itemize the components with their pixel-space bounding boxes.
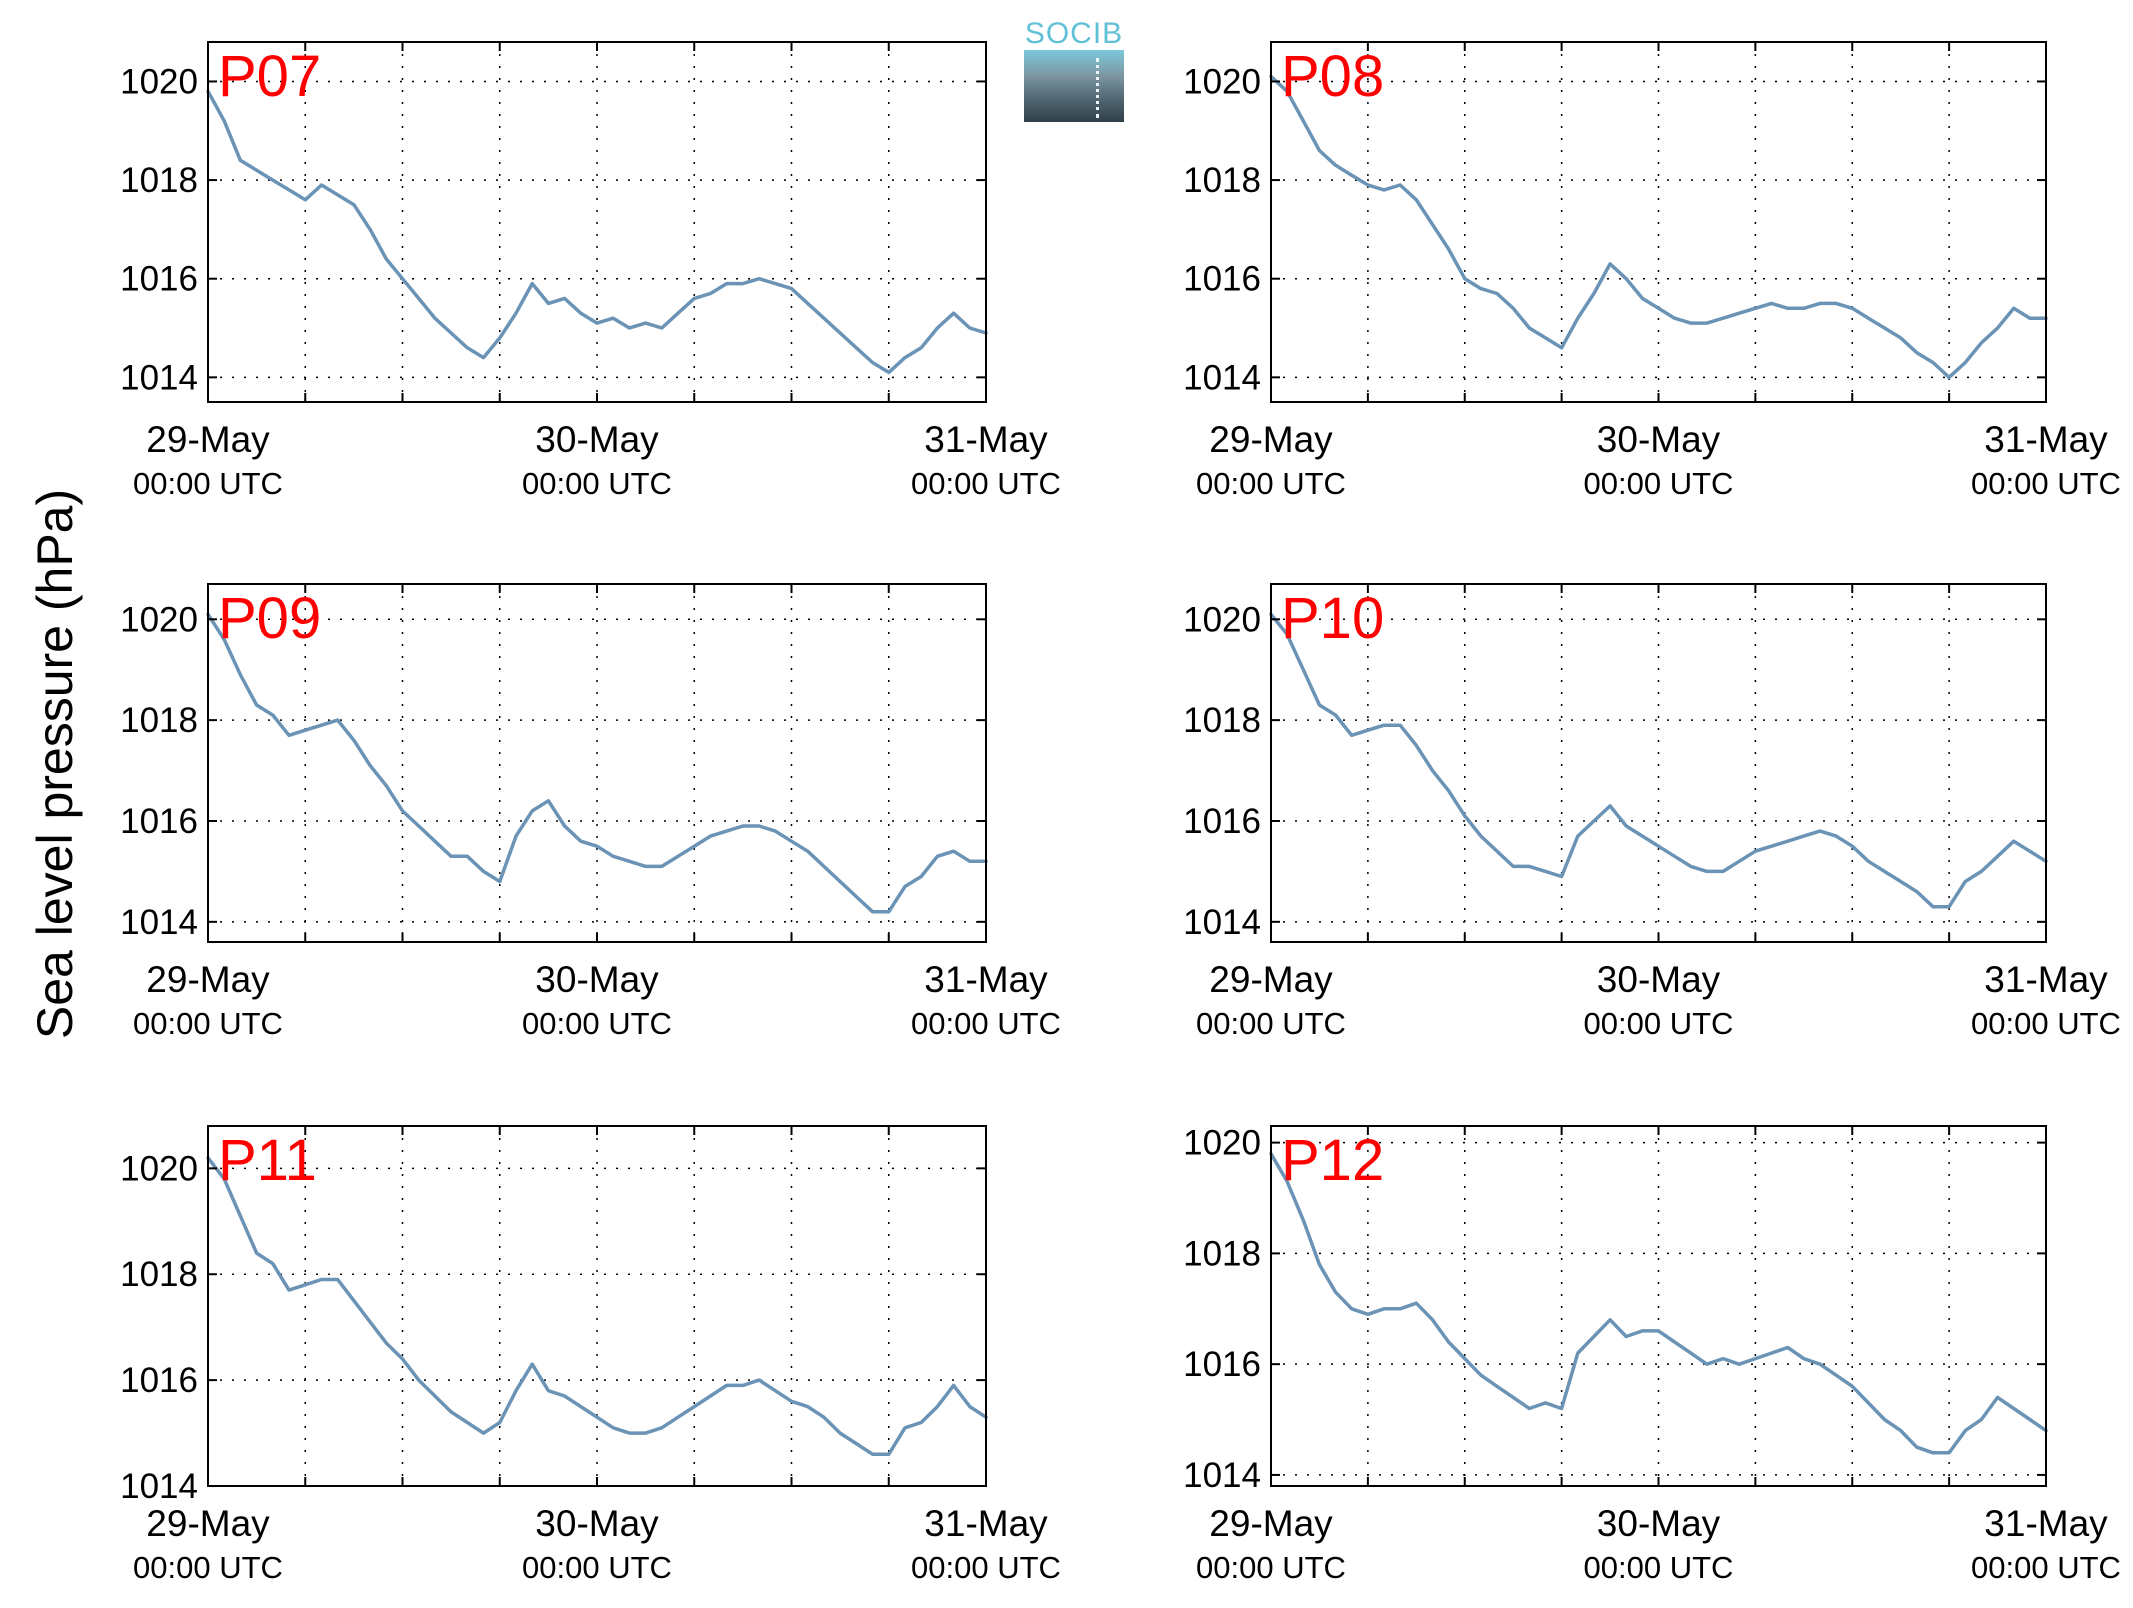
x-tick-label-date: 31-May bbox=[1984, 419, 2108, 460]
x-tick-label-time: 00:00 UTC bbox=[522, 466, 672, 501]
panel-p09: 1014 1016 1018 1020 29-May 00:00 UTC 30-May 00:… bbox=[120, 583, 1061, 1041]
y-tick-label: 1020 bbox=[1183, 1124, 1261, 1163]
x-tick-label-time: 00:00 UTC bbox=[1584, 466, 1734, 501]
x-tick-label-time: 00:00 UTC bbox=[1971, 1550, 2121, 1585]
y-tick-label: 1020 bbox=[120, 62, 198, 101]
y-tick-label: 1016 bbox=[1183, 802, 1261, 841]
panel-label: P08 bbox=[1281, 44, 1384, 109]
y-tick-label: 1016 bbox=[120, 802, 198, 841]
x-tick-label-date: 30-May bbox=[1597, 959, 1721, 1000]
y-tick-label: 1014 bbox=[120, 358, 198, 397]
x-tick-label-date: 29-May bbox=[1209, 959, 1333, 1000]
y-tick-label: 1016 bbox=[120, 260, 198, 299]
x-tick-label-time: 00:00 UTC bbox=[133, 1006, 283, 1041]
y-tick-label: 1014 bbox=[1183, 358, 1261, 397]
panel-p11: 1014 1016 1018 1020 29-May 00:00 UTC 30-May 00:… bbox=[120, 1125, 1061, 1585]
panel-label: P10 bbox=[1281, 586, 1384, 651]
x-tick-label-time: 00:00 UTC bbox=[911, 1550, 1061, 1585]
y-tick-label: 1018 bbox=[120, 701, 198, 740]
x-tick-label-date: 29-May bbox=[146, 419, 270, 460]
x-tick-label-date: 29-May bbox=[1209, 419, 1333, 460]
y-tick-label: 1018 bbox=[120, 1255, 198, 1294]
panel-label: P11 bbox=[218, 1128, 317, 1193]
logo-block bbox=[1024, 50, 1124, 122]
y-tick-label: 1018 bbox=[1183, 1234, 1261, 1273]
x-tick-label-date: 31-May bbox=[924, 959, 1048, 1000]
y-tick-label: 1014 bbox=[120, 903, 198, 942]
series-line bbox=[1269, 612, 2048, 909]
y-tick-label: 1016 bbox=[1183, 260, 1261, 299]
y-tick-label: 1018 bbox=[120, 161, 198, 200]
y-tick-label: 1014 bbox=[120, 1467, 198, 1506]
x-tick-label-date: 29-May bbox=[146, 959, 270, 1000]
x-tick-label-time: 00:00 UTC bbox=[522, 1550, 672, 1585]
x-tick-label-date: 29-May bbox=[1209, 1503, 1333, 1544]
x-tick-label-date: 30-May bbox=[1597, 419, 1721, 460]
y-tick-label: 1014 bbox=[1183, 903, 1261, 942]
y-tick-label: 1020 bbox=[120, 1149, 198, 1188]
axes-frame bbox=[207, 583, 987, 943]
y-tick-label: 1020 bbox=[1183, 62, 1261, 101]
axes-frame bbox=[1270, 583, 2047, 943]
x-tick-label-date: 31-May bbox=[1984, 1503, 2108, 1544]
x-tick-label-time: 00:00 UTC bbox=[133, 1550, 283, 1585]
panel-p07: 1014 1016 1018 1020 29-May 00:00 UTC 30-May 00:… bbox=[120, 41, 1061, 501]
x-tick-label-time: 00:00 UTC bbox=[1584, 1006, 1734, 1041]
y-tick-label: 1016 bbox=[1183, 1345, 1261, 1384]
panel-label: P12 bbox=[1281, 1128, 1384, 1193]
x-tick-label-time: 00:00 UTC bbox=[1196, 1006, 1346, 1041]
x-tick-label-date: 30-May bbox=[535, 959, 659, 1000]
logo-text: SOCIB bbox=[1024, 17, 1124, 50]
logo-dots bbox=[1096, 58, 1099, 118]
series-line bbox=[206, 1156, 988, 1456]
y-axis-label: Sea level pressure (hPa) bbox=[27, 489, 83, 1039]
panel-p10: 1014 1016 1018 1020 29-May 00:00 UTC 30-May 00:… bbox=[1183, 583, 2121, 1041]
x-tick-label-date: 31-May bbox=[924, 419, 1048, 460]
y-tick-label: 1018 bbox=[1183, 161, 1261, 200]
panel-p12: 1014 1016 1018 1020 29-May 00:00 UTC 30-May 00:… bbox=[1183, 1124, 2121, 1585]
x-tick-label-time: 00:00 UTC bbox=[133, 466, 283, 501]
series-line bbox=[206, 612, 988, 914]
panel-label: P09 bbox=[218, 586, 321, 651]
x-tick-label-time: 00:00 UTC bbox=[911, 466, 1061, 501]
y-tick-label: 1016 bbox=[120, 1361, 198, 1400]
y-tick-label: 1020 bbox=[120, 600, 198, 639]
y-tick-label: 1014 bbox=[1183, 1456, 1261, 1495]
panel-label: P07 bbox=[218, 44, 321, 109]
series-line bbox=[206, 89, 988, 375]
x-tick-label-time: 00:00 UTC bbox=[1971, 1006, 2121, 1041]
x-tick-label-time: 00:00 UTC bbox=[1196, 1550, 1346, 1585]
panel-p08: 1014 1016 1018 1020 29-May 00:00 UTC 30-May 00:… bbox=[1183, 41, 2121, 501]
socib-logo: SOCIB bbox=[1024, 18, 1124, 122]
x-tick-label-time: 00:00 UTC bbox=[522, 1006, 672, 1041]
x-tick-label-date: 31-May bbox=[1984, 959, 2108, 1000]
x-tick-label-time: 00:00 UTC bbox=[1196, 466, 1346, 501]
y-tick-label: 1018 bbox=[1183, 701, 1261, 740]
y-tick-label: 1020 bbox=[1183, 600, 1261, 639]
x-tick-label-time: 00:00 UTC bbox=[1584, 1550, 1734, 1585]
x-tick-label-date: 31-May bbox=[924, 1503, 1048, 1544]
x-tick-label-date: 30-May bbox=[535, 1503, 659, 1544]
x-tick-label-date: 30-May bbox=[1597, 1503, 1721, 1544]
series-line bbox=[1269, 1151, 2048, 1455]
series-line bbox=[1269, 74, 2048, 380]
x-tick-label-time: 00:00 UTC bbox=[1971, 466, 2121, 501]
x-tick-label-time: 00:00 UTC bbox=[911, 1006, 1061, 1041]
x-tick-label-date: 29-May bbox=[146, 1503, 270, 1544]
x-tick-label-date: 30-May bbox=[535, 419, 659, 460]
